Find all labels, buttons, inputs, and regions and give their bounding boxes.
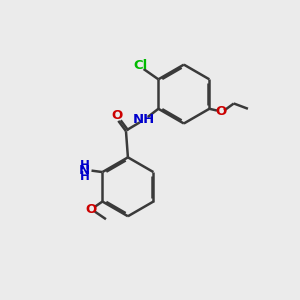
- Text: H: H: [80, 159, 90, 172]
- Text: O: O: [215, 105, 226, 118]
- Text: H: H: [80, 170, 90, 183]
- Text: NH: NH: [133, 113, 155, 127]
- Text: Cl: Cl: [134, 59, 148, 72]
- Text: O: O: [85, 203, 97, 216]
- Text: O: O: [111, 109, 122, 122]
- Text: N: N: [79, 164, 90, 177]
